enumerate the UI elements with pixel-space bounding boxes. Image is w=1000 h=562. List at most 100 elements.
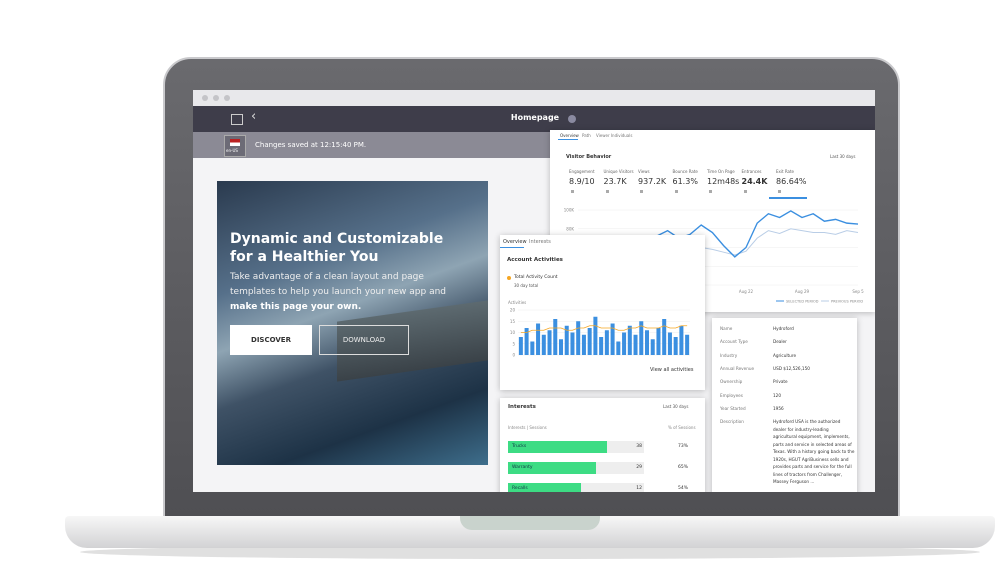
field-label: Annual Revenue: [720, 365, 755, 371]
metric-value: 86.64%: [776, 177, 807, 186]
bar: [547, 330, 552, 355]
discover-button[interactable]: DISCOVER: [230, 325, 312, 355]
base-notch: [460, 516, 600, 530]
column-header: Interests | Sessions: [508, 425, 547, 430]
bar: [673, 337, 678, 355]
y-tick-label: 100K: [564, 208, 575, 213]
bar: [593, 316, 598, 355]
shadow: [80, 545, 980, 559]
hero-body: templates to help you launch your new ap…: [230, 287, 447, 297]
field-value: 120: [773, 392, 781, 398]
bar: [679, 325, 684, 355]
tab[interactable]: Interests: [529, 239, 551, 245]
description-line: Hydroford USA is the authorized: [773, 419, 841, 425]
bar: [622, 332, 627, 355]
legend-label: SELECTED PERIOD: [786, 300, 819, 304]
metric-label: Time On Page: [707, 169, 735, 174]
bar: [627, 325, 632, 355]
view-all-link[interactable]: View all activities: [650, 367, 694, 373]
app-header: ‹ Homepage: [193, 106, 875, 132]
hero-title: for a Healthier You: [230, 249, 379, 265]
bar: [518, 337, 523, 355]
interest-bar: [508, 462, 597, 474]
metric-value: 24.4K: [741, 177, 768, 186]
description-line: Texas. With a history going back to the: [773, 449, 855, 455]
tab[interactable]: Path: [582, 133, 591, 138]
bar: [536, 323, 541, 355]
bar: [599, 337, 604, 355]
range-dropdown[interactable]: 30 day total: [514, 283, 539, 288]
bar: [604, 330, 609, 355]
range-dropdown[interactable]: Last 30 days: [830, 154, 856, 159]
description-line: Massey Ferguson ...: [773, 479, 815, 485]
account-panel: Name Hydroford Account Type Dealer Industry A…: [712, 318, 857, 492]
metric-trend: [640, 190, 643, 193]
bar: [530, 341, 535, 355]
interest-label: Warranty: [512, 465, 533, 470]
bar: [633, 334, 638, 355]
bar: [558, 339, 564, 355]
metric-value: 61.3%: [672, 177, 698, 186]
interest-percent: 65%: [678, 465, 689, 470]
locale: en-US: [226, 148, 238, 153]
bar: [576, 321, 581, 355]
interest-percent: 73%: [678, 444, 689, 449]
bar: [553, 319, 558, 355]
interest-count: 12: [636, 486, 642, 491]
metric-label: Unique Visitors: [603, 169, 634, 174]
interest-label: Recalls: [512, 486, 528, 491]
legend-dot: [507, 276, 511, 280]
metric-label: Exit Rate: [776, 169, 795, 174]
metric-label: Engagement: [569, 169, 595, 174]
bar: [662, 319, 667, 355]
bar: [570, 332, 575, 355]
interest-bar: [508, 483, 582, 492]
metric-value: 12m48s: [707, 177, 740, 186]
description-line: agricultural equipment, implements,: [773, 434, 850, 440]
x-tick-label: Sep 5: [852, 289, 864, 294]
range-dropdown[interactable]: Last 30 days: [663, 404, 689, 409]
description-line: dealer for industry-leading: [773, 426, 829, 432]
bar: [616, 341, 621, 355]
hero-title: Dynamic and Customizable: [230, 231, 444, 247]
description-line: lines of tractors from Challenger,: [773, 471, 843, 477]
underline: [500, 247, 524, 248]
field-value: Agriculture: [773, 352, 797, 358]
interests-panel: Interests Last 30 days Interests | Session…: [500, 398, 705, 492]
y-tick-label: 80K: [566, 226, 574, 231]
tab[interactable]: Overview: [503, 239, 527, 245]
metric-value: 8.9/10: [569, 177, 595, 186]
help-icon[interactable]: [568, 115, 576, 123]
screen: ‹ Homepage en-US Changes saved at 12:15:…: [193, 90, 875, 492]
field-label: Name: [720, 326, 733, 331]
locale-box[interactable]: en-US: [224, 135, 246, 157]
tab[interactable]: Overview: [560, 133, 579, 138]
bar: [524, 328, 529, 355]
x-tick-label: Aug 29: [795, 289, 810, 294]
panel-title: Account Activities: [507, 257, 563, 263]
field-value: Hydroford: [773, 326, 794, 331]
interest-bar: [508, 441, 608, 453]
bar: [667, 332, 672, 355]
sidebar-toggle[interactable]: [231, 114, 243, 125]
column-header: % of Sessions: [668, 425, 696, 430]
metric-trend: [709, 190, 712, 193]
panel-title: Interests: [508, 404, 536, 410]
metric-value: 937.2K: [638, 177, 667, 186]
page-title: Homepage: [510, 113, 560, 122]
active-metric-underline: [769, 197, 807, 199]
bar: [650, 339, 655, 355]
y-tick-label: 5: [512, 341, 515, 346]
metric-trend: [571, 190, 574, 193]
field-label: Ownership: [720, 379, 743, 385]
back-button[interactable]: ‹: [251, 109, 257, 124]
download-button[interactable]: DOWNLOAD: [319, 325, 409, 355]
legend-label: Total Activity Count: [514, 275, 558, 280]
tab[interactable]: Viewer Individuals: [596, 133, 633, 138]
field-label: Employees: [720, 392, 743, 398]
y-tick-label: 15: [510, 319, 516, 324]
description-line: parts and service in selected areas of: [773, 441, 852, 447]
chart: 0 5 10 15 20: [510, 308, 690, 358]
interest-count: 38: [636, 444, 642, 449]
